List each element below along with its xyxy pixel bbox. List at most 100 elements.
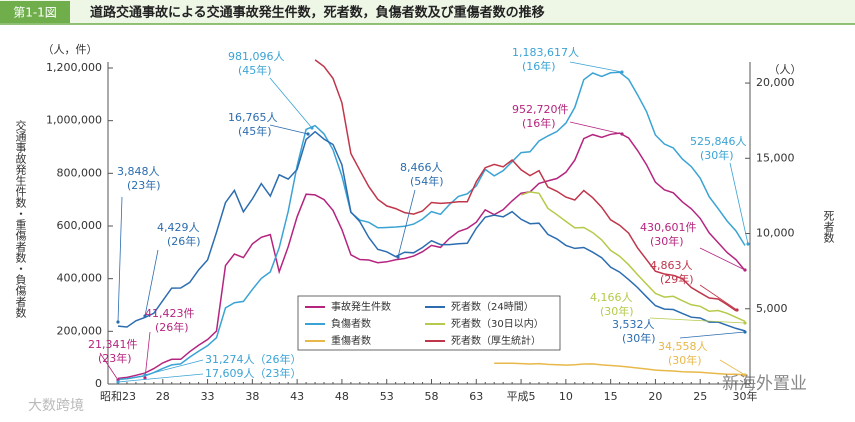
annotation-arrowhead <box>396 255 400 259</box>
annotation: (23年) <box>98 351 132 365</box>
x-tick-label: 48 <box>335 390 349 403</box>
title-band <box>0 0 855 24</box>
y-unit: （人，件） <box>43 43 98 56</box>
annotation-arrow <box>144 331 151 379</box>
x-tick-label: 平成5 <box>507 390 536 403</box>
annotation-arrow <box>117 196 123 323</box>
watermark: 新海外置业 <box>722 374 807 394</box>
annotation: 4,429人 <box>157 221 200 234</box>
annotation: 1,183,617人 <box>512 46 579 59</box>
x-tick-label: 43 <box>290 390 304 403</box>
annotation: (29年) <box>660 272 694 286</box>
annotation-arrow <box>144 359 204 376</box>
annotation: 8,466人 <box>400 161 443 174</box>
x-tick-label: 58 <box>425 390 439 403</box>
y2-tick-label: 15,000 <box>756 151 795 164</box>
badge: 第1-1図 <box>13 6 57 20</box>
x-tick-label: 28 <box>156 390 170 403</box>
series-line <box>117 71 746 381</box>
y2-tick-label: 10,000 <box>756 227 795 240</box>
annotation-arrow <box>649 317 746 324</box>
annotation: (26年) <box>155 320 189 334</box>
annotation-arrowhead <box>620 70 624 74</box>
annotation: (30年) <box>668 353 702 367</box>
y2-axis-label: 死者数 <box>822 210 835 244</box>
annotation: (30年) <box>700 148 734 162</box>
x-tick-label: 53 <box>380 390 394 403</box>
x-tick-label: 昭和23 <box>100 390 136 403</box>
x-tick-label: 63 <box>469 390 483 403</box>
legend-label: 死者数（厚生統計） <box>451 334 541 347</box>
y-tick-label: 600,000 <box>57 219 103 232</box>
annotation: 981,096人 <box>228 50 285 63</box>
annotation-arrowhead <box>620 132 624 136</box>
x-tick-label: 30年 <box>733 389 758 403</box>
legend-label: 重傷者数 <box>331 334 371 347</box>
annotation: 3,848人 <box>117 165 160 178</box>
x-tick-label: 38 <box>245 390 259 403</box>
annotation-arrowhead <box>743 321 747 325</box>
annotation: (30年) <box>622 331 656 345</box>
annotation-arrow <box>117 373 204 383</box>
annotation-arrowhead <box>116 380 120 384</box>
annotation: (30年) <box>650 234 684 248</box>
annotation: (45年) <box>238 63 272 77</box>
annotation-arrowhead <box>143 314 147 318</box>
series-line <box>117 132 746 380</box>
annotation: (23年) <box>127 178 161 192</box>
annotation-arrowhead <box>116 320 120 324</box>
y-tick-label: 800,000 <box>57 166 103 179</box>
annotation: (16年) <box>522 116 556 130</box>
legend-label: 死者数（24時間） <box>451 300 534 313</box>
annotation: 41,423件 <box>145 307 195 320</box>
annotation: 34,558人 <box>658 340 708 353</box>
annotation-arrowhead <box>306 132 310 136</box>
annotation-arrowhead <box>143 376 147 380</box>
series-line <box>494 362 746 376</box>
y-axis-label: 交通事故発生件数・重傷者数・負傷者数 <box>14 119 27 319</box>
y-tick-label: 1,200,000 <box>46 61 102 74</box>
annotation-arrow <box>397 189 416 258</box>
annotation: (16年) <box>522 59 556 73</box>
annotation-arrow <box>144 249 159 317</box>
annotation: (45年) <box>238 124 272 138</box>
annotation-arrow <box>99 352 119 381</box>
x-tick-label: 20 <box>648 390 662 403</box>
annotation-arrow <box>729 162 749 245</box>
annotation: 4,166人 <box>590 291 633 304</box>
annotation-arrow <box>269 77 313 129</box>
annotation: 4,863人 <box>650 259 693 272</box>
y-tick-label: 0 <box>95 377 102 390</box>
y-tick-label: 200,000 <box>57 324 103 337</box>
annotation-arrowhead <box>743 330 747 334</box>
x-tick-label: 10 <box>559 390 573 403</box>
y-tick-label: 1,000,000 <box>46 114 102 127</box>
legend-label: 事故発生件数 <box>331 300 391 313</box>
series-line <box>117 130 746 332</box>
annotation: (26年) <box>167 234 201 248</box>
annotation-arrowhead <box>143 373 147 377</box>
annotation: (30年) <box>600 304 634 318</box>
badge-box <box>0 1 70 23</box>
annotation-arrow <box>269 124 309 135</box>
annotation-arrow <box>699 247 746 271</box>
chart-title: 道路交通事故による交通事故発生件数，死者数，負傷者数及び重傷者数の推移 <box>90 5 545 21</box>
annotation: 3,532人 <box>612 318 655 331</box>
annotation: 21,341件 <box>88 338 138 351</box>
annotation: 430,601件 <box>640 221 697 234</box>
series-line <box>520 191 746 322</box>
annotation-arrowhead <box>735 308 739 312</box>
x-tick-label: 15 <box>604 390 618 403</box>
x-tick-label: 25 <box>693 390 707 403</box>
annotation: 525,846人 <box>690 135 747 148</box>
annotation-arrowhead <box>743 373 747 377</box>
annotation-arrow <box>679 331 746 339</box>
y2-tick-label: 20,000 <box>756 76 795 89</box>
annotation-arrowhead <box>310 126 314 130</box>
annotation-arrow <box>569 121 623 135</box>
x-tick-label: 33 <box>201 390 215 403</box>
annotation: 952,720件 <box>512 103 569 116</box>
annotation: 31,274人（26年） <box>205 352 302 366</box>
y-tick-label: 400,000 <box>57 272 103 285</box>
